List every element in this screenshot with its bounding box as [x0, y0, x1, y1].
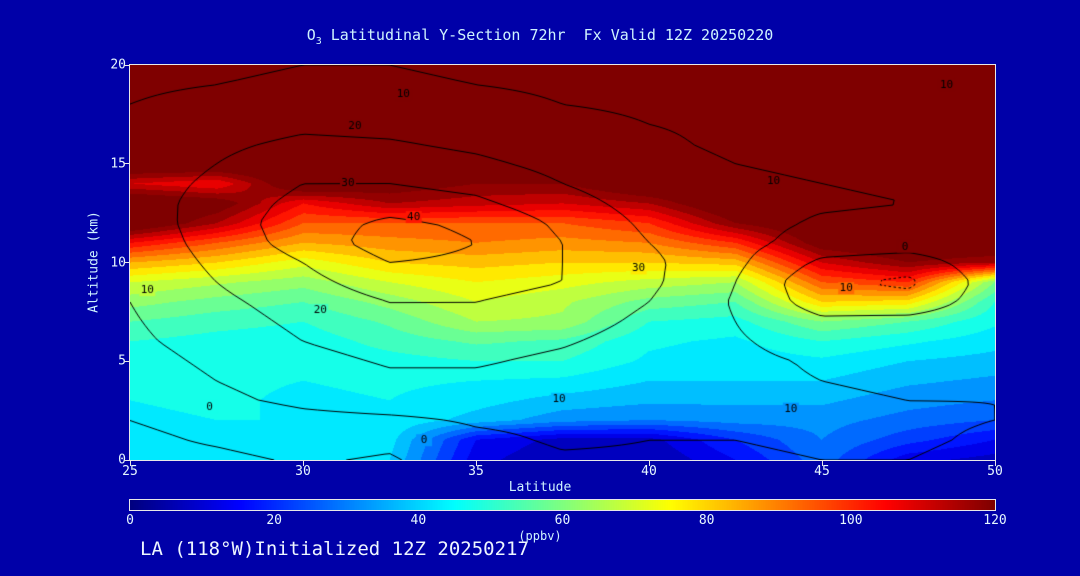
x-tick-mark: [994, 461, 996, 466]
ozone-cross-section-plot: [130, 65, 995, 460]
x-tick-mark: [302, 461, 304, 466]
x-tick-label: 45: [814, 464, 830, 479]
colorbar-tick-label: 80: [698, 513, 715, 528]
y-tick-mark: [124, 459, 129, 461]
colorbar-tick-label: 120: [983, 513, 1007, 528]
x-tick-label: 35: [468, 464, 484, 479]
x-tick-label: 25: [122, 464, 138, 479]
x-tick-label: 40: [641, 464, 657, 479]
y-tick-mark: [124, 64, 129, 66]
chart-title-text: Latitudinal Y-Section 72hr Fx Valid 12Z …: [321, 26, 774, 44]
colorbar: [130, 500, 995, 510]
y-tick-label: 20: [110, 57, 126, 73]
x-tick-mark: [129, 461, 131, 466]
colorbar-tick-label: 60: [554, 513, 571, 528]
colorbar-tick-label: 0: [126, 513, 134, 528]
y-tick-label: 10: [110, 255, 126, 270]
chart-title-subscript: 3: [315, 36, 322, 47]
chart-title: O3 Latitudinal Y-Section 72hr Fx Valid 1…: [0, 26, 1080, 47]
y-tick-mark: [124, 360, 129, 362]
x-axis-label: Latitude: [508, 480, 572, 495]
colorbar-tick-label: 20: [266, 513, 282, 528]
colorbar-frame: [129, 499, 996, 511]
plot-frame: [129, 64, 996, 461]
y-tick-label: 15: [110, 156, 126, 172]
colorbar-tick-label: 40: [410, 513, 427, 528]
colorbar-units-label: (ppbv): [518, 529, 562, 543]
x-tick-mark: [475, 461, 477, 466]
y-tick-label: 5: [118, 353, 126, 369]
y-tick-mark: [124, 163, 129, 165]
colorbar-tick-label: 100: [839, 513, 863, 528]
y-tick-label: 0: [118, 452, 126, 468]
x-tick-mark: [648, 461, 650, 466]
x-tick-label: 50: [987, 464, 1003, 479]
x-tick-mark: [821, 461, 823, 466]
initialization-text: LA (118°W)Initialized 12Z 20250217: [140, 538, 529, 560]
y-tick-mark: [124, 262, 129, 263]
x-tick-label: 30: [295, 464, 311, 479]
chart-title-element: O: [306, 26, 316, 44]
